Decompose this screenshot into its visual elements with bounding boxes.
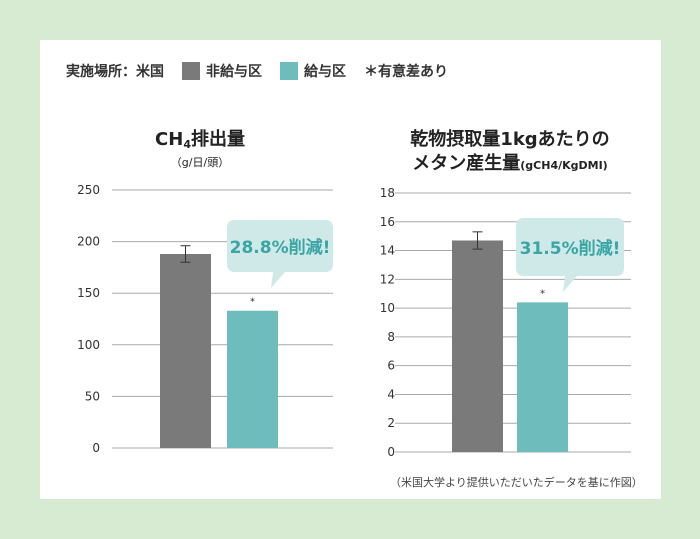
chart-2-bar-control <box>452 240 503 452</box>
chart-2-title: 乾物摂取量1kgあたりの メタン産生量(gCH4/KgDMI) <box>380 128 640 176</box>
location-label: 実施場所：米国 <box>66 64 164 80</box>
chart-1-title-sub: 4 <box>183 138 191 151</box>
chart-1-title: CH4排出量 （g/日/頭） <box>130 128 270 170</box>
chart-2-y-tick-label: 16 <box>380 215 395 229</box>
significance-note: ＊有意差あり <box>364 64 448 80</box>
treatment-swatch <box>280 62 298 80</box>
control-swatch <box>182 62 200 80</box>
chart-2-y-tick-label: 2 <box>387 416 395 430</box>
chart-2-title-line1: 乾物摂取量1kgあたりの <box>410 129 610 150</box>
chart-2-y-tick-label: 6 <box>387 359 395 373</box>
chart-1-y-tick-label: 200 <box>77 235 100 249</box>
chart-2-y-tick-label: 18 <box>380 186 395 200</box>
chart-1-y-tick-label: 0 <box>92 441 100 455</box>
legend-item-treatment: 給与区 <box>280 61 346 81</box>
chart-1-callout-text: 28.8%削減! <box>230 237 331 258</box>
chart-2-significance-mark: * <box>540 288 545 299</box>
chart-1-bar-treatment <box>227 310 278 448</box>
chart-1-y-tick-label: 150 <box>77 286 100 300</box>
chart-2-y-tick-label: 10 <box>380 301 395 315</box>
chart-1-callout-bubble <box>227 220 333 288</box>
chart-2-y-tick-label: 4 <box>387 387 395 401</box>
chart-1-title-main: CH <box>155 129 184 150</box>
legend-treatment-label: 給与区 <box>304 64 346 80</box>
chart-2-callout-bubble <box>516 218 624 292</box>
legend-control-label: 非給与区 <box>206 64 262 80</box>
chart-2-y-tick-label: 0 <box>387 445 395 459</box>
chart-2-y-tick-label: 14 <box>380 244 395 258</box>
charts-svg: 0 50 100 150 200 250 * 28.8%削減! 0 2 4 6 8 10 12 14 16 18 *… <box>77 183 631 459</box>
chart-2-bar-treatment <box>517 302 568 452</box>
source-note: （米国大学より提供いただいたデータを基に作図） <box>390 476 643 489</box>
chart-1-title-rest: 排出量 <box>190 129 245 150</box>
chart-2-callout-text: 31.5%削減! <box>520 238 621 259</box>
chart-1-significance-mark: * <box>250 297 255 308</box>
chart-1-unit: （g/日/頭） <box>170 156 230 169</box>
chart-1-y-tick-label: 50 <box>85 389 100 403</box>
chart-2-unit: (gCH4/KgDMI) <box>520 159 608 172</box>
legend-item-control: 非給与区 <box>182 61 262 81</box>
legend: 実施場所：米国 非給与区 給与区 ＊有意差あり <box>66 60 448 82</box>
chart-1-bar-control <box>160 253 211 448</box>
chart-2-title-line2: メタン産生量 <box>412 153 521 174</box>
chart-panel: 実施場所：米国 非給与区 給与区 ＊有意差あり CH4排出量 （g/日/頭） 乾… <box>40 40 661 499</box>
chart-1-y-tick-label: 100 <box>77 338 100 352</box>
chart-1-y-tick-label: 250 <box>77 183 100 197</box>
chart-2-y-tick-label: 8 <box>387 330 395 344</box>
chart-2-y-tick-label: 12 <box>380 272 395 286</box>
